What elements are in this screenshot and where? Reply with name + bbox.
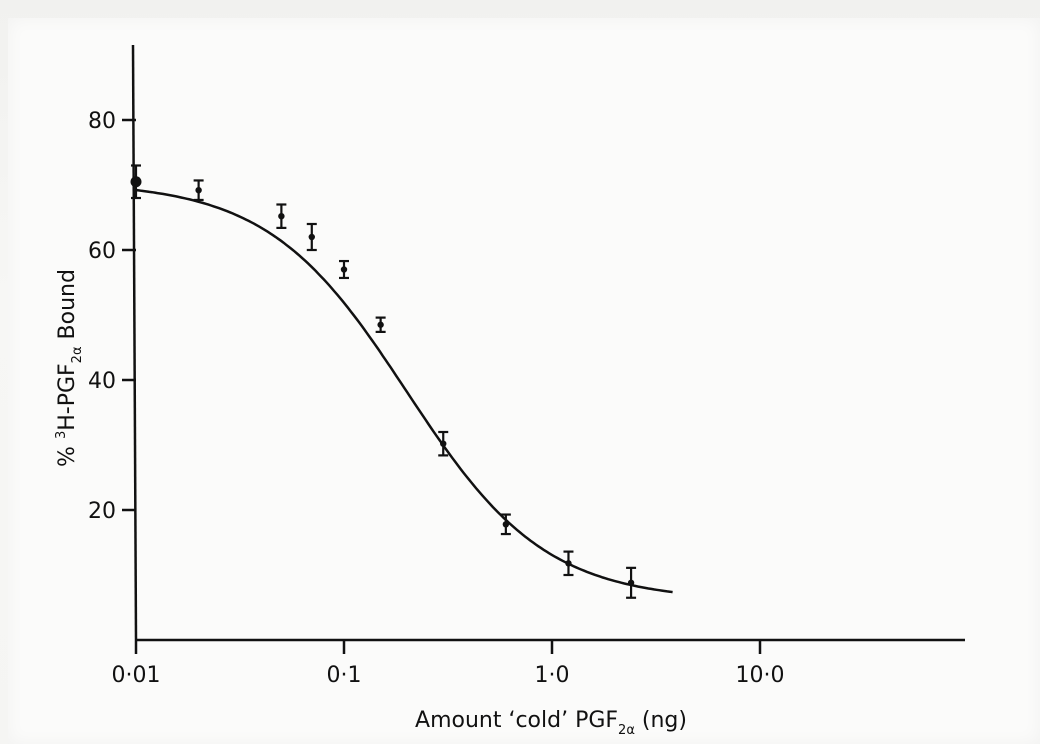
data-point [130,164,142,200]
data-point [563,550,574,577]
data-point [375,316,386,333]
point-marker [278,213,285,220]
point-marker [308,233,315,241]
data-point [500,513,511,536]
data-point [193,179,204,202]
data-point [306,222,317,252]
data-point [626,566,637,599]
y-tick-label: 80 [88,109,116,134]
y-tick-label: 40 [88,369,116,394]
point-marker [377,321,384,328]
point-marker [502,521,510,528]
y-axis [131,44,138,641]
y-tick-label: 20 [88,499,116,524]
point-marker [565,560,572,567]
y-axis-label: % 3H-PGF2α Bound [54,269,85,467]
data-point [438,430,449,457]
paper-background [8,18,1040,744]
x-tick-label: 0·01 [112,663,161,688]
x-tick-label: 0·1 [327,663,362,688]
fitted-curve [135,188,673,594]
x-tick-label: 10·0 [736,663,785,688]
data-point [276,203,287,229]
y-axis-ticks: 20 40 60 80 [88,109,136,524]
y-tick-label: 60 [88,239,116,264]
point-marker [195,187,202,194]
x-axis-label: Amount ‘cold’ PGF2α (ng) [415,708,687,738]
point-marker [340,266,348,273]
data-points [130,164,637,599]
point-marker [627,579,635,586]
data-point [339,259,349,280]
point-marker [440,440,447,447]
x-axis-ticks: 0·01 0·1 1·0 10·0 [112,640,785,688]
x-tick-label: 1·0 [535,663,570,688]
point-marker [130,176,142,188]
